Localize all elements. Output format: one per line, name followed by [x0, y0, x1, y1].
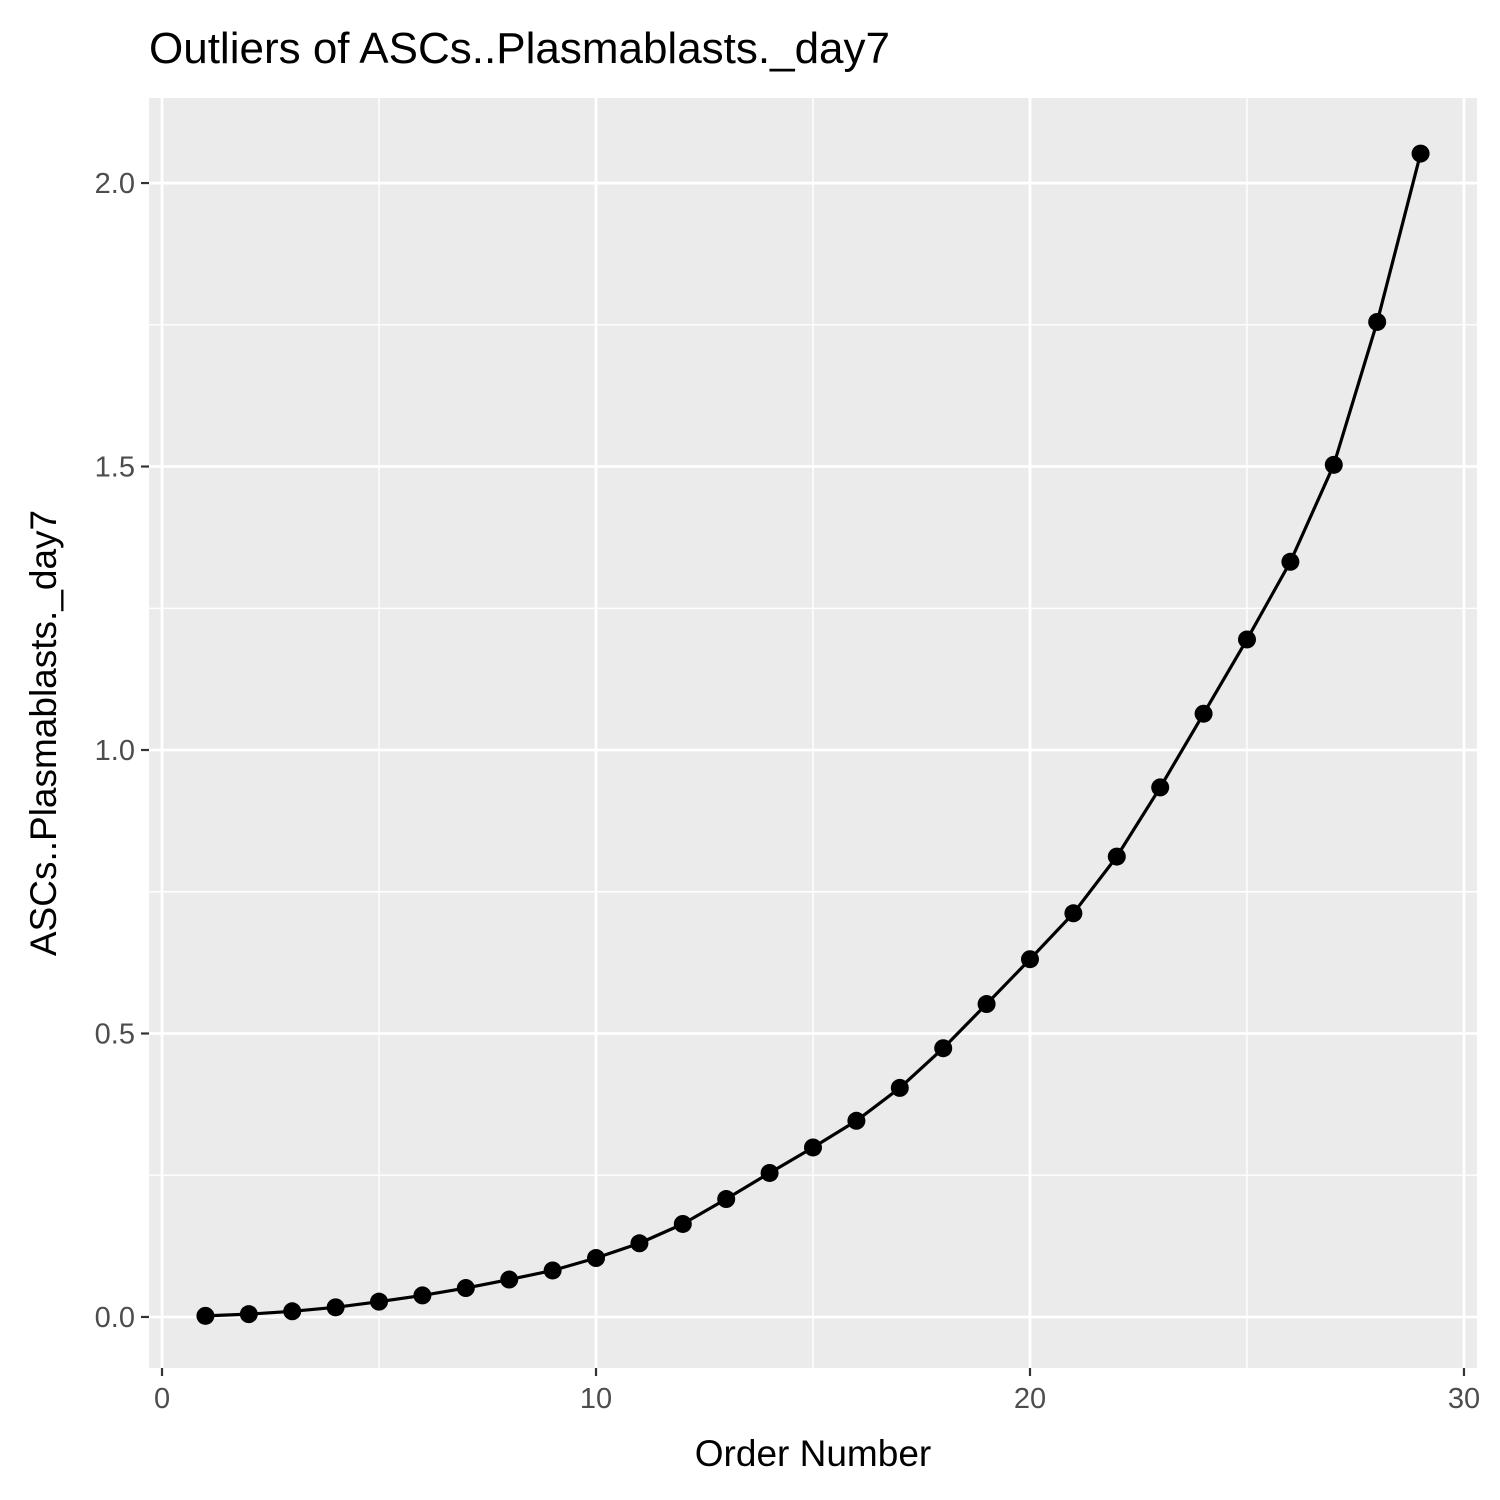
chart-title: Outliers of ASCs..Plasmablasts._day7	[149, 24, 890, 73]
data-point	[977, 995, 996, 1014]
data-point	[1324, 455, 1343, 474]
data-point	[1281, 552, 1300, 571]
data-point	[1411, 144, 1430, 163]
data-point	[239, 1305, 258, 1324]
data-point	[673, 1214, 692, 1233]
data-point	[1020, 950, 1039, 969]
y-tick-label: 0.0	[95, 1302, 135, 1334]
x-tick-label: 0	[154, 1383, 170, 1415]
data-point	[1107, 847, 1126, 866]
y-axis: 0.0 0.5 1.0 1.5 2.0	[95, 168, 149, 1334]
data-point	[500, 1270, 519, 1289]
data-point	[717, 1190, 736, 1209]
data-point	[413, 1286, 432, 1305]
data-point	[630, 1234, 649, 1253]
y-axis-title: ASCs..Plasmablasts._day7	[23, 510, 64, 956]
data-point	[760, 1163, 779, 1182]
data-point	[587, 1249, 606, 1268]
data-point	[1368, 312, 1387, 331]
data-point	[847, 1111, 866, 1130]
data-point	[326, 1298, 345, 1317]
x-tick-label: 30	[1448, 1383, 1480, 1415]
data-point	[370, 1292, 389, 1311]
x-axis: 0 10 20 30	[154, 1368, 1480, 1415]
data-point	[1194, 704, 1213, 723]
data-point	[456, 1279, 475, 1298]
data-point	[196, 1306, 215, 1325]
y-tick-label: 2.0	[95, 168, 135, 200]
data-point	[1151, 778, 1170, 797]
data-point	[890, 1078, 909, 1097]
data-point	[934, 1039, 953, 1058]
data-point	[543, 1261, 562, 1280]
minor-grid-lines	[149, 98, 1477, 1368]
data-point	[283, 1302, 302, 1321]
data-point	[1237, 630, 1256, 649]
y-tick-label: 0.5	[95, 1018, 135, 1050]
data-point	[804, 1138, 822, 1157]
x-tick-label: 20	[1014, 1383, 1046, 1415]
series-layer	[196, 144, 1430, 1325]
data-point	[1064, 904, 1083, 923]
y-tick-label: 1.5	[95, 452, 135, 484]
x-axis-title: Order Number	[695, 1433, 931, 1474]
major-grid-lines	[149, 98, 1477, 1368]
x-tick-label: 10	[580, 1383, 612, 1415]
y-tick-label: 1.0	[95, 735, 135, 767]
